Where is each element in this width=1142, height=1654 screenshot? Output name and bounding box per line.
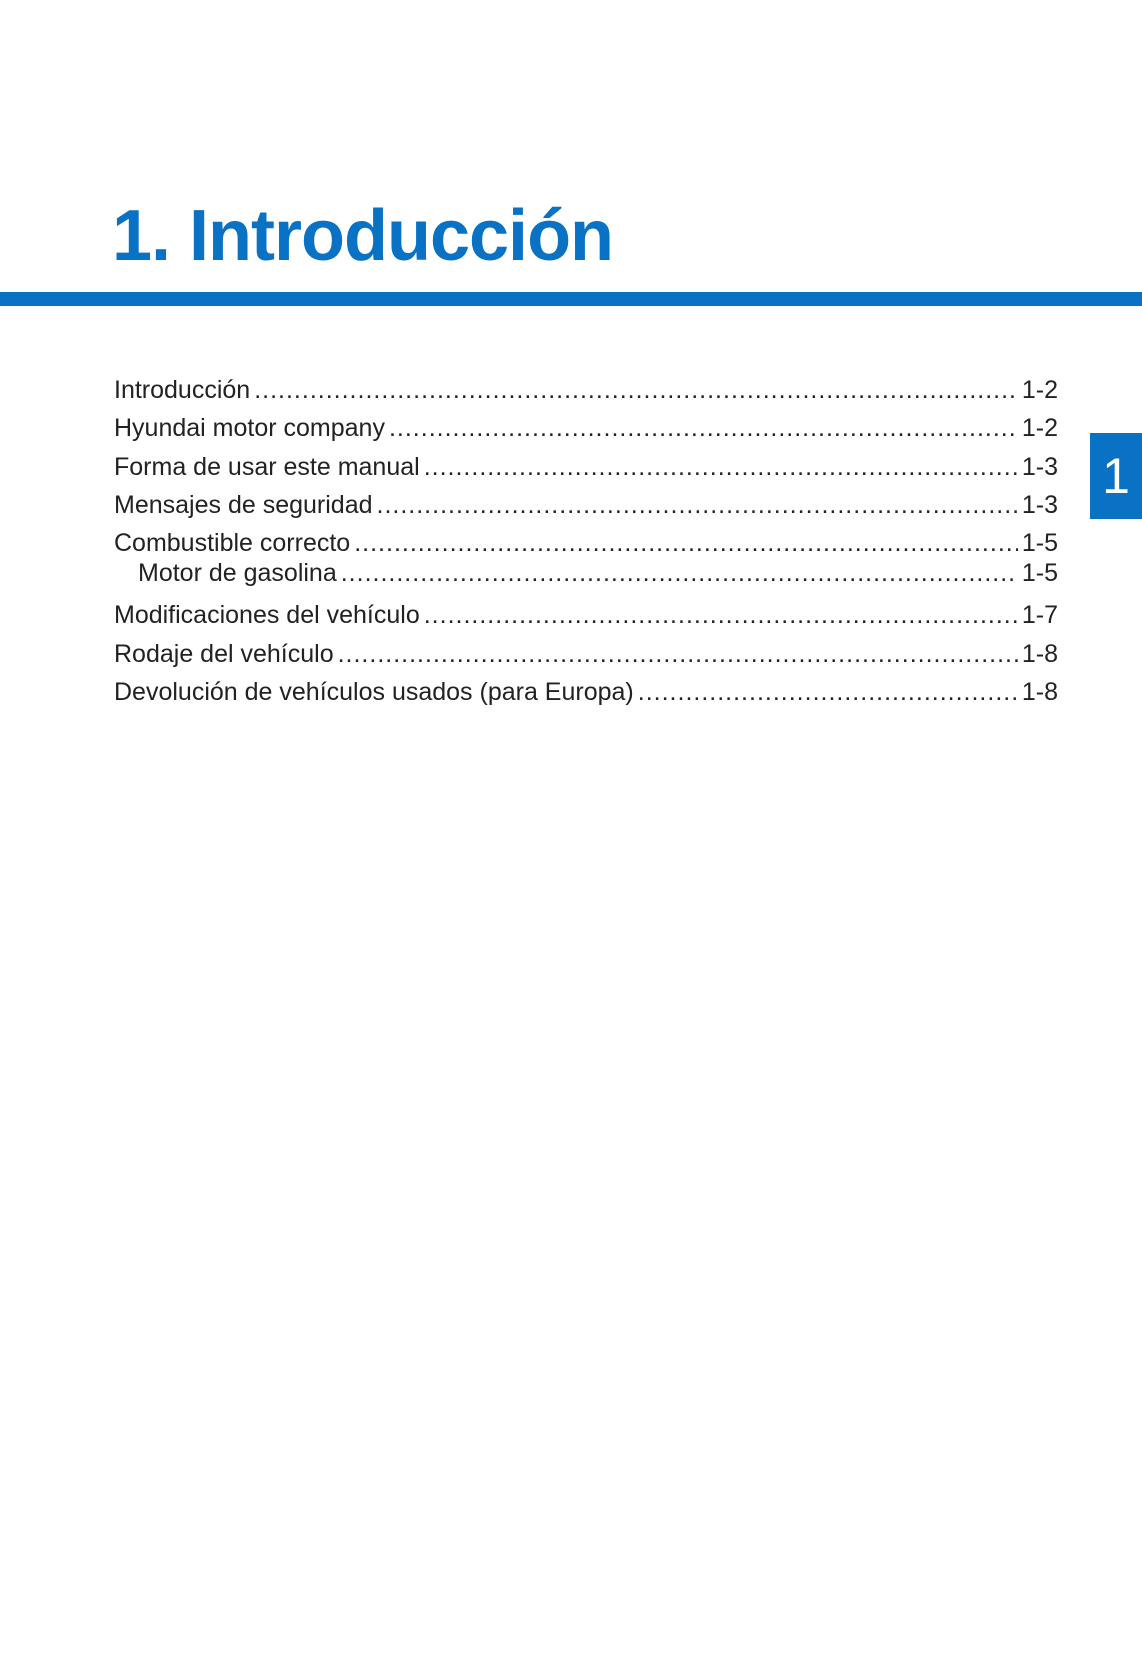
- toc-leader: [338, 640, 1018, 669]
- toc-page: 1-2: [1021, 376, 1058, 404]
- toc-label: Devolución de vehículos usados (para Eur…: [114, 678, 634, 706]
- toc-entry[interactable]: Mensajes de seguridad 1-3: [114, 491, 1058, 523]
- toc-page: 1-8: [1021, 640, 1058, 668]
- toc-leader: [424, 601, 1018, 630]
- toc-leader: [254, 376, 1018, 405]
- toc-entry[interactable]: Combustible correcto 1-5: [114, 529, 1058, 561]
- toc-page: 1-7: [1021, 601, 1058, 629]
- toc-label: Modificaciones del vehículo: [114, 601, 420, 629]
- toc-entry[interactable]: Modificaciones del vehículo 1-7: [114, 601, 1058, 633]
- toc-leader: [341, 559, 1018, 588]
- toc-label: Rodaje del vehículo: [114, 640, 334, 668]
- toc-leader: [377, 491, 1018, 520]
- toc-page: 1-3: [1021, 453, 1058, 481]
- toc-entry[interactable]: Devolución de vehículos usados (para Eur…: [114, 678, 1058, 710]
- toc-entry[interactable]: Hyundai motor company 1-2: [114, 414, 1058, 446]
- chapter-title: 1. Introducción: [112, 196, 614, 276]
- toc-label: Hyundai motor company: [114, 414, 385, 442]
- toc-page: 1-3: [1021, 491, 1058, 519]
- toc-leader: [424, 453, 1018, 482]
- toc-entry[interactable]: Forma de usar este manual 1-3: [114, 453, 1058, 485]
- toc-page: 1-2: [1021, 414, 1058, 442]
- toc-leader: [389, 414, 1018, 443]
- toc-entry[interactable]: Introducción 1-2: [114, 376, 1058, 408]
- toc-page: 1-8: [1021, 678, 1058, 706]
- toc-label: Forma de usar este manual: [114, 453, 420, 481]
- toc-label: Mensajes de seguridad: [114, 491, 373, 519]
- toc-label: Motor de gasolina: [138, 559, 337, 587]
- toc-subentry[interactable]: Motor de gasolina 1-5: [114, 559, 1058, 591]
- chapter-tab: 1: [1090, 433, 1142, 519]
- title-divider: [0, 292, 1142, 306]
- toc-label: Combustible correcto: [114, 529, 351, 557]
- toc-leader: [354, 529, 1018, 558]
- toc-leader: [638, 678, 1018, 707]
- toc-label: Introducción: [114, 376, 251, 404]
- toc-entry[interactable]: Rodaje del vehículo 1-8: [114, 640, 1058, 672]
- toc-page: 1-5: [1021, 559, 1058, 587]
- toc-page: 1-5: [1021, 529, 1058, 557]
